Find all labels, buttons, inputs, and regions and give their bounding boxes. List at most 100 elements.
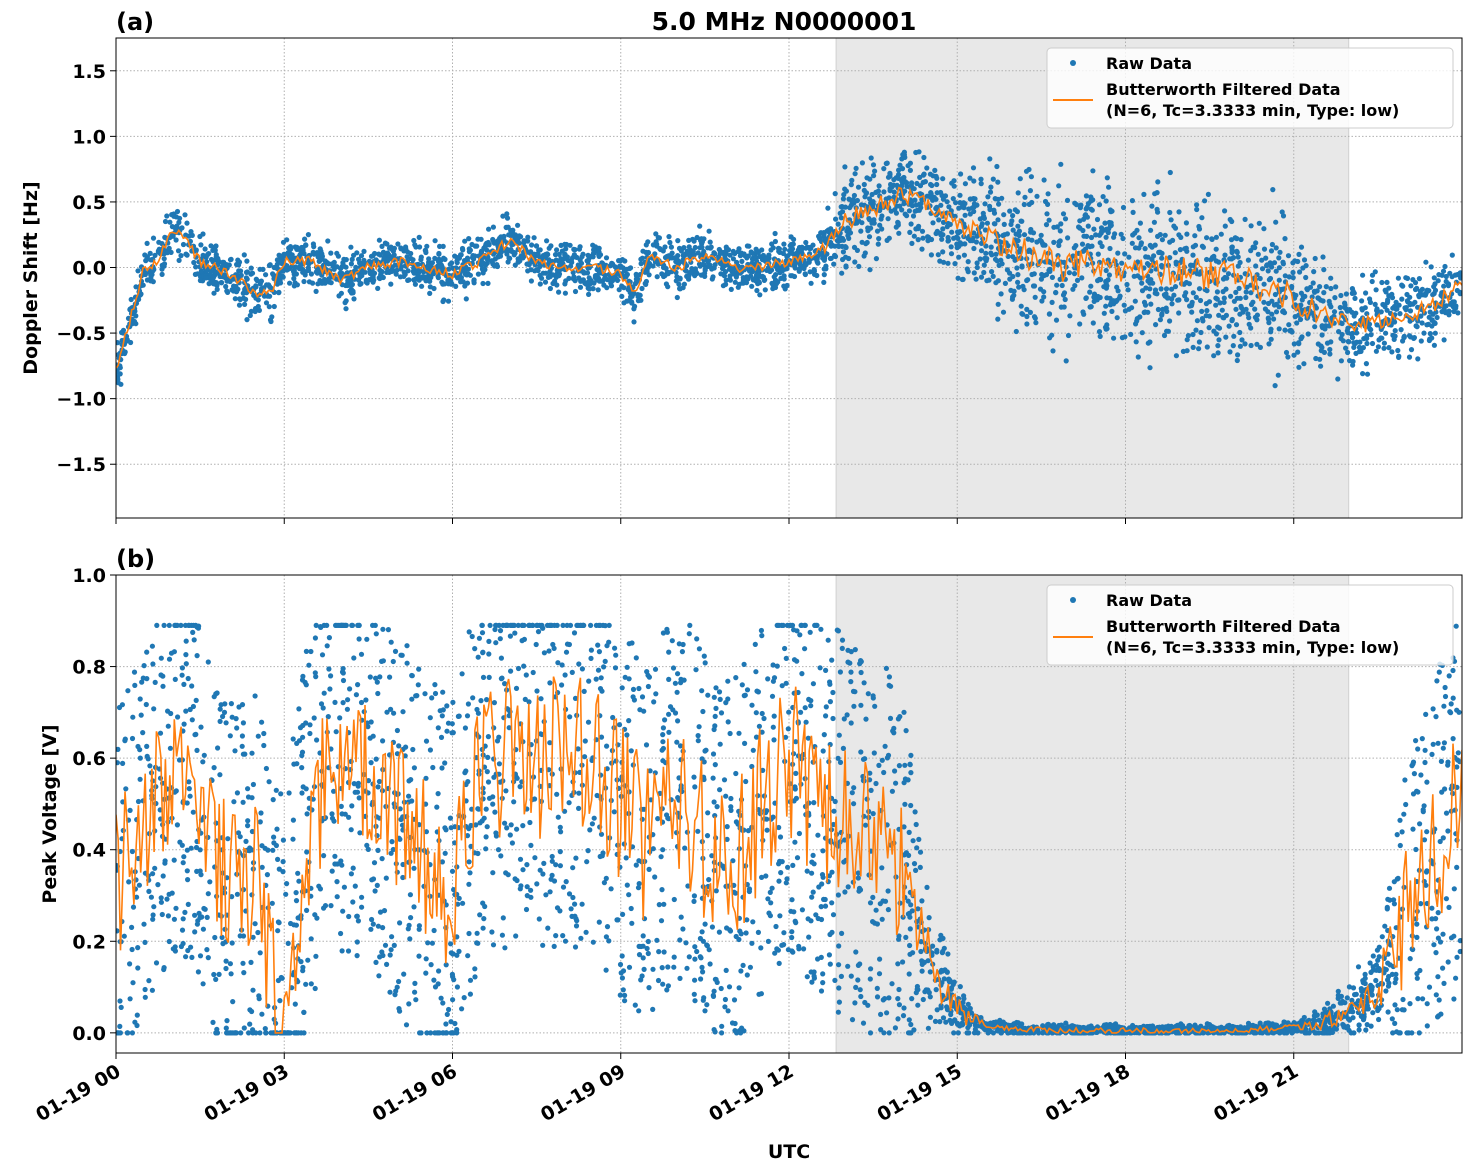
- raw-data-point: [821, 280, 826, 285]
- raw-data-point: [478, 698, 483, 703]
- raw-data-point: [1432, 275, 1437, 280]
- raw-data-point: [230, 999, 235, 1004]
- x-axis-label: UTC: [768, 1141, 810, 1163]
- raw-data-point: [989, 245, 994, 250]
- raw-data-point: [1385, 308, 1390, 313]
- raw-data-point: [1088, 194, 1093, 199]
- raw-data-point: [1429, 906, 1434, 911]
- raw-data-point: [235, 790, 240, 795]
- raw-data-point: [181, 682, 186, 687]
- raw-data-point: [239, 273, 244, 278]
- raw-data-point: [350, 289, 355, 294]
- raw-data-point: [270, 901, 275, 906]
- raw-data-point: [416, 954, 421, 959]
- raw-data-point: [1321, 290, 1326, 295]
- raw-data-point: [1102, 311, 1107, 316]
- raw-data-point: [885, 238, 890, 243]
- raw-data-point: [464, 296, 469, 301]
- raw-data-point: [1155, 207, 1160, 212]
- raw-data-point: [1050, 275, 1055, 280]
- raw-data-point: [1381, 346, 1386, 351]
- raw-data-point: [439, 735, 444, 740]
- raw-data-point: [178, 253, 183, 258]
- raw-data-point: [914, 202, 919, 207]
- raw-data-point: [1417, 276, 1422, 281]
- raw-data-point: [1122, 251, 1127, 256]
- raw-data-point: [146, 978, 151, 983]
- raw-data-point: [559, 243, 564, 248]
- raw-data-point: [1046, 191, 1051, 196]
- raw-data-point: [1173, 226, 1178, 231]
- raw-data-point: [1010, 254, 1015, 259]
- raw-data-point: [984, 278, 989, 283]
- raw-data-point: [748, 273, 753, 278]
- raw-data-point: [1400, 284, 1405, 289]
- raw-data-point: [884, 666, 889, 671]
- raw-data-point: [995, 180, 1000, 185]
- raw-data-point: [1319, 348, 1324, 353]
- raw-data-point: [1032, 283, 1037, 288]
- raw-data-point: [377, 268, 382, 273]
- raw-data-point: [658, 247, 663, 252]
- raw-data-point: [647, 272, 652, 277]
- raw-data-point: [138, 696, 143, 701]
- raw-data-point: [972, 1030, 977, 1035]
- raw-data-point: [1367, 296, 1372, 301]
- raw-data-point: [1146, 294, 1151, 299]
- raw-data-point: [1352, 313, 1357, 318]
- raw-data-point: [484, 697, 489, 702]
- raw-data-point: [538, 273, 543, 278]
- raw-data-point: [452, 1021, 457, 1026]
- raw-data-point: [364, 279, 369, 284]
- raw-data-point: [175, 209, 180, 214]
- raw-data-point: [836, 962, 841, 967]
- raw-data-point: [480, 281, 485, 286]
- raw-data-point: [576, 791, 581, 796]
- raw-data-point: [412, 990, 417, 995]
- raw-data-point: [596, 287, 601, 292]
- raw-data-point: [770, 694, 775, 699]
- x-tick-label: 01-19 03: [200, 1060, 292, 1126]
- raw-data-point: [818, 665, 823, 670]
- raw-data-point: [326, 666, 331, 671]
- raw-data-point: [1273, 383, 1278, 388]
- raw-data-point: [357, 636, 362, 641]
- raw-data-point: [899, 207, 904, 212]
- raw-data-point: [623, 274, 628, 279]
- raw-data-point: [1206, 192, 1211, 197]
- raw-data-point: [943, 193, 948, 198]
- raw-data-point: [118, 382, 123, 387]
- raw-data-point: [901, 1013, 906, 1018]
- raw-data-point: [698, 976, 703, 981]
- raw-data-point: [490, 802, 495, 807]
- raw-data-point: [302, 237, 307, 242]
- raw-data-point: [781, 930, 786, 935]
- raw-data-point: [130, 980, 135, 985]
- raw-data-point: [895, 220, 900, 225]
- raw-data-point: [909, 241, 914, 246]
- raw-data-point: [841, 249, 846, 254]
- y-tick-label: −1.0: [56, 389, 106, 411]
- raw-data-point: [876, 236, 881, 241]
- raw-data-point: [1158, 232, 1163, 237]
- raw-data-point: [985, 221, 990, 226]
- raw-data-point: [242, 302, 247, 307]
- raw-data-point: [1317, 1018, 1322, 1023]
- raw-data-point: [979, 275, 984, 280]
- legend-label-filtered: Butterworth Filtered Data: [1106, 80, 1341, 99]
- raw-data-point: [1235, 352, 1240, 357]
- raw-data-point: [1097, 329, 1102, 334]
- raw-data-point: [173, 677, 178, 682]
- raw-data-point: [514, 827, 519, 832]
- raw-data-point: [224, 262, 229, 267]
- raw-data-point: [995, 258, 1000, 263]
- raw-data-point: [867, 267, 872, 272]
- raw-data-point: [869, 155, 874, 160]
- raw-data-point: [728, 731, 733, 736]
- raw-data-point: [240, 961, 245, 966]
- raw-data-point: [1365, 372, 1370, 377]
- raw-data-point: [675, 295, 680, 300]
- raw-data-point: [307, 279, 312, 284]
- raw-data-point: [1265, 262, 1270, 267]
- raw-data-point: [1415, 324, 1420, 329]
